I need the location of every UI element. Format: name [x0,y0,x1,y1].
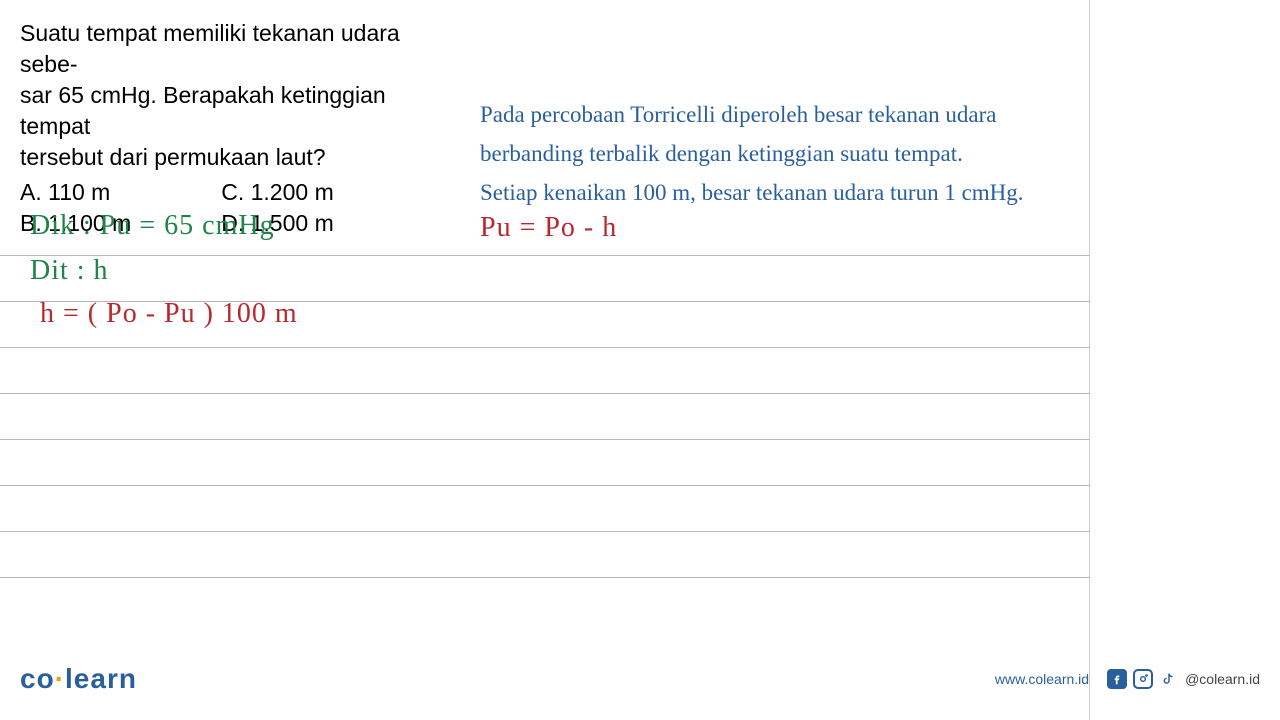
website-url: www.colearn.id [995,671,1089,687]
logo-dot: · [55,663,65,694]
logo-learn: learn [65,663,137,694]
handwritten-solution: h = ( Po - Pu ) 100 m [40,298,298,330]
ruled-line [0,531,1090,532]
question-block: Suatu tempat memiliki tekanan udara sebe… [20,18,460,239]
handwritten-given: Dik : Pu = 65 cmHg [30,210,275,242]
ruled-line [0,577,1090,578]
explanation-block: Pada percobaan Torricelli diperoleh besa… [480,95,1250,212]
footer-right: www.colearn.id @colearn.id [995,669,1260,689]
ruled-line [0,347,1090,348]
facebook-icon [1107,669,1127,689]
ruled-line [0,439,1090,440]
ruled-line [0,255,1090,256]
brand-logo: co·learn [20,663,137,695]
explanation-line-3: Setiap kenaikan 100 m, besar tekanan uda… [480,173,1250,212]
handwritten-asked: Dit : h [30,255,109,287]
instagram-icon [1133,669,1153,689]
option-a: A. 110 m [20,177,131,208]
explanation-line-1: Pada percobaan Torricelli diperoleh besa… [480,95,1250,134]
question-text-3: tersebut dari permukaan laut? [20,142,460,173]
question-text-1: Suatu tempat memiliki tekanan udara sebe… [20,18,460,80]
footer: co·learn www.colearn.id @colearn.id [20,663,1260,695]
ruled-line [0,393,1090,394]
option-c: C. 1.200 m [221,177,334,208]
ruled-line [0,485,1090,486]
tiktok-icon [1159,669,1179,689]
social-icons: @colearn.id [1107,669,1260,689]
explanation-line-2: berbanding terbalik dengan ketinggian su… [480,134,1250,173]
social-handle: @colearn.id [1185,671,1260,687]
formula-red: Pu = Po - h [480,212,617,244]
question-text-2: sar 65 cmHg. Berapakah ketinggian tempat [20,80,460,142]
logo-co: co [20,663,55,694]
